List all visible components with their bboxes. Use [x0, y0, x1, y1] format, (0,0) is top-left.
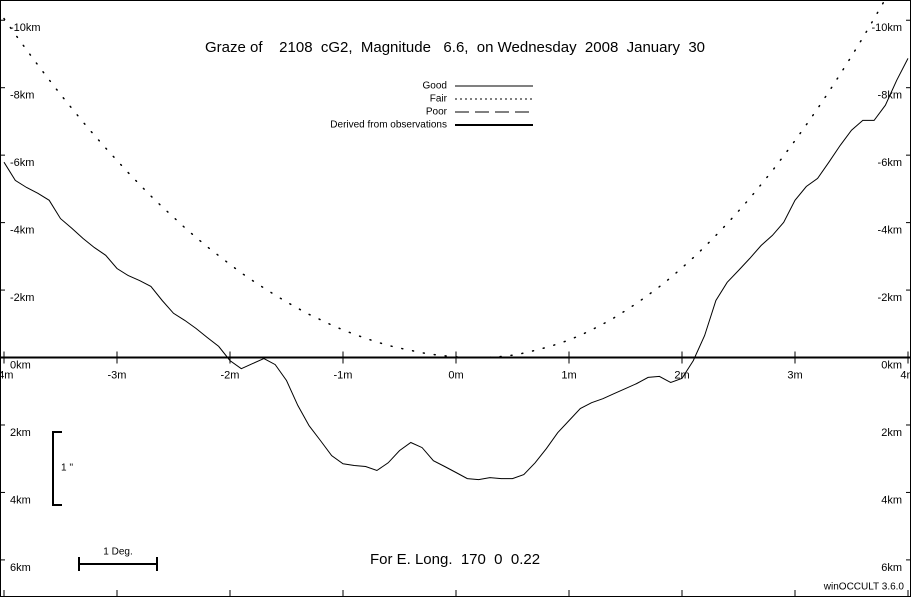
y-tick-label: -2km: [878, 292, 902, 304]
x-tick-label: 1m: [561, 369, 576, 381]
x-tick-label: 4m: [900, 369, 911, 381]
y-tick-label: -10km: [10, 22, 41, 34]
series-line: [3, 58, 909, 481]
y-tick-label: 6km: [10, 562, 31, 574]
x-tick-label: 2m: [674, 369, 689, 381]
y-tick-label: -6km: [10, 157, 34, 169]
chart-title: Graze of 2108 cG2, Magnitude 6.6, on Wed…: [205, 39, 705, 56]
y-tick-label: -4km: [10, 225, 34, 237]
y-tick-label: -6km: [878, 157, 902, 169]
y-tick-label: 4km: [10, 494, 31, 506]
y-tick-label: -2km: [10, 292, 34, 304]
x-tick-label: 3m: [787, 369, 802, 381]
series-line: [3, 0, 886, 359]
legend-label: Good: [423, 81, 447, 92]
y-tick-label: 0km: [10, 359, 31, 371]
y-tick-label: -8km: [10, 90, 34, 102]
x-tick-label: -3m: [108, 369, 127, 381]
legend-label: Fair: [430, 94, 448, 105]
y-tick-label: 0km: [881, 359, 902, 371]
y-tick-label: -10km: [871, 22, 902, 34]
x-tick-label: -2m: [221, 369, 240, 381]
scale-label: 1 Deg.: [103, 547, 132, 558]
subtitle: For E. Long. 170 0 0.22: [370, 551, 540, 568]
y-tick-label: 2km: [10, 427, 31, 439]
credit: winOCCULT 3.6.0: [823, 582, 905, 593]
x-tick-label: -1m: [334, 369, 353, 381]
y-tick-label: 6km: [881, 562, 902, 574]
x-tick-label: -4m: [0, 369, 13, 381]
y-tick-label: 2km: [881, 427, 902, 439]
y-tick-label: -4km: [878, 225, 902, 237]
scale-label: 1 '': [61, 463, 73, 474]
legend-label: Derived from observations: [330, 120, 447, 131]
x-tick-label: 0m: [448, 369, 463, 381]
legend-label: Poor: [426, 107, 448, 118]
plot: [3, 0, 909, 481]
y-tick-label: 4km: [881, 494, 902, 506]
